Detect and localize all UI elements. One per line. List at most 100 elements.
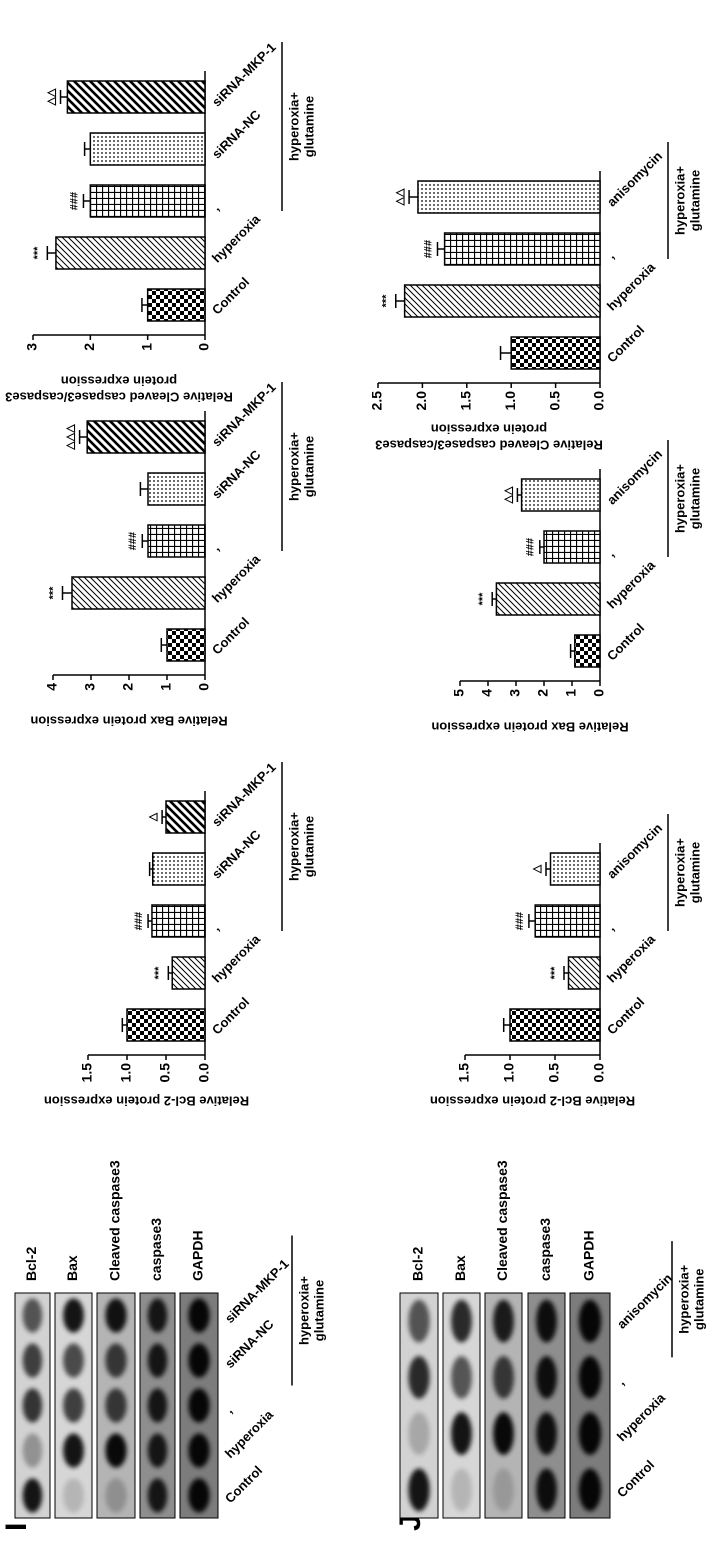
x-tick-label: anisomycin: [604, 820, 665, 881]
bar: [56, 237, 205, 269]
x-tick-label: Control: [604, 994, 647, 1037]
blot-band: [493, 1412, 514, 1455]
blot-band: [451, 1469, 472, 1512]
bar: [496, 583, 600, 615]
blot-band: [451, 1412, 472, 1455]
blot-band: [579, 1356, 601, 1399]
lane-label: Control: [222, 1463, 265, 1506]
lane-label: hyperoxia: [614, 1390, 669, 1445]
x-tick-label: hyperoxia: [209, 551, 264, 606]
group-label: hyperoxia+: [672, 464, 687, 533]
blot-band: [188, 1433, 209, 1467]
x-tick-label: hyperoxia: [209, 211, 264, 266]
bar: [148, 525, 205, 557]
blot-band: [23, 1478, 43, 1512]
group-label: glutamine: [691, 1269, 706, 1330]
y-tick-label: 0.0: [196, 1063, 212, 1083]
blot-band: [451, 1300, 472, 1343]
y-tick-label: 0.0: [591, 1063, 607, 1083]
blot-band: [105, 1433, 126, 1467]
y-tick-label: 3: [507, 689, 523, 697]
significance-label: △△: [394, 188, 406, 206]
y-axis-label: Relative Bcl-2 protein expression: [430, 1094, 635, 1109]
x-tick-label: Control: [209, 614, 252, 657]
bar: [127, 1009, 205, 1041]
y-tick-label: 2: [535, 689, 551, 697]
blot-band: [451, 1356, 472, 1399]
y-tick-label: 0.5: [157, 1063, 173, 1083]
bar: [87, 421, 205, 453]
x-tick-label: ,: [209, 920, 222, 933]
y-tick-label: 0.0: [591, 391, 607, 411]
bar: [153, 853, 205, 885]
y-tick-label: 0: [591, 689, 607, 697]
blot-band: [579, 1469, 601, 1512]
y-tick-label: 1: [138, 343, 154, 351]
band-label: Bcl-2: [410, 1247, 426, 1281]
blot-band: [188, 1478, 209, 1512]
y-tick-label: 3: [24, 343, 40, 351]
significance-label: ###: [525, 538, 537, 556]
y-axis-label: protein expression: [431, 422, 547, 437]
group-label: hyperoxia+: [286, 432, 301, 501]
significance-label: ***: [381, 294, 393, 308]
y-tick-label: 2: [81, 343, 97, 351]
lane-label: anisomycin: [614, 1270, 675, 1331]
blot-band: [148, 1478, 168, 1512]
bar: [575, 635, 600, 667]
group-label: glutamine: [301, 816, 316, 877]
x-tick-label: hyperoxia: [209, 931, 264, 986]
x-tick-label: siRNA-NC: [209, 827, 264, 882]
bar: [522, 479, 600, 511]
bar: [148, 289, 205, 321]
blot-band: [408, 1469, 429, 1512]
y-axis-label: Relative Bcl-2 protein expression: [44, 1094, 249, 1109]
y-tick-label: 4: [479, 689, 495, 697]
blot-band: [63, 1298, 84, 1332]
blot-band: [105, 1478, 126, 1512]
x-tick-label: siRNA-MKP-1: [209, 40, 279, 110]
x-tick-label: Control: [604, 322, 647, 365]
significance-label: ###: [133, 912, 145, 930]
band-label: GAPDH: [190, 1230, 206, 1281]
bar: [569, 957, 601, 989]
lane-label: Control: [614, 1457, 657, 1500]
x-tick-label: Control: [209, 274, 252, 317]
band-label: Bax: [452, 1255, 468, 1281]
blot-band: [408, 1412, 429, 1455]
y-tick-label: 0.5: [546, 391, 562, 411]
lane-label: ,: [222, 1403, 235, 1416]
x-tick-label: Control: [209, 994, 252, 1037]
significance-label: ###: [422, 240, 434, 258]
bar: [90, 185, 205, 217]
band-label: caspase3: [148, 1218, 164, 1281]
bar: [405, 285, 600, 317]
panel-label: I: [0, 1523, 33, 1531]
blot-band: [105, 1388, 126, 1422]
y-axis-label: Relative Cleaved caspase3/caspase3: [375, 438, 603, 453]
bar: [152, 905, 205, 937]
x-tick-label: Control: [604, 620, 647, 663]
x-tick-label: siRNA-MKP-1: [209, 760, 279, 830]
blot-band: [493, 1469, 514, 1512]
bar: [510, 1009, 600, 1041]
blot-band: [536, 1412, 557, 1455]
bar: [167, 629, 205, 661]
significance-label: ***: [153, 966, 165, 980]
blot-band: [23, 1298, 43, 1332]
group-label: hyperoxia+: [286, 92, 301, 161]
significance-label: △: [147, 812, 159, 822]
blot-band: [408, 1356, 429, 1399]
y-tick-label: 2: [120, 683, 136, 691]
blot-band: [536, 1469, 557, 1512]
bar: [535, 905, 600, 937]
bar: [166, 801, 205, 833]
bar: [90, 133, 205, 165]
x-tick-label: ,: [604, 248, 617, 261]
blot-band: [148, 1343, 168, 1377]
group-label: glutamine: [301, 96, 316, 157]
y-tick-label: 0.5: [546, 1063, 562, 1083]
x-tick-label: anisomycin: [604, 446, 665, 507]
blot-band: [148, 1433, 168, 1467]
